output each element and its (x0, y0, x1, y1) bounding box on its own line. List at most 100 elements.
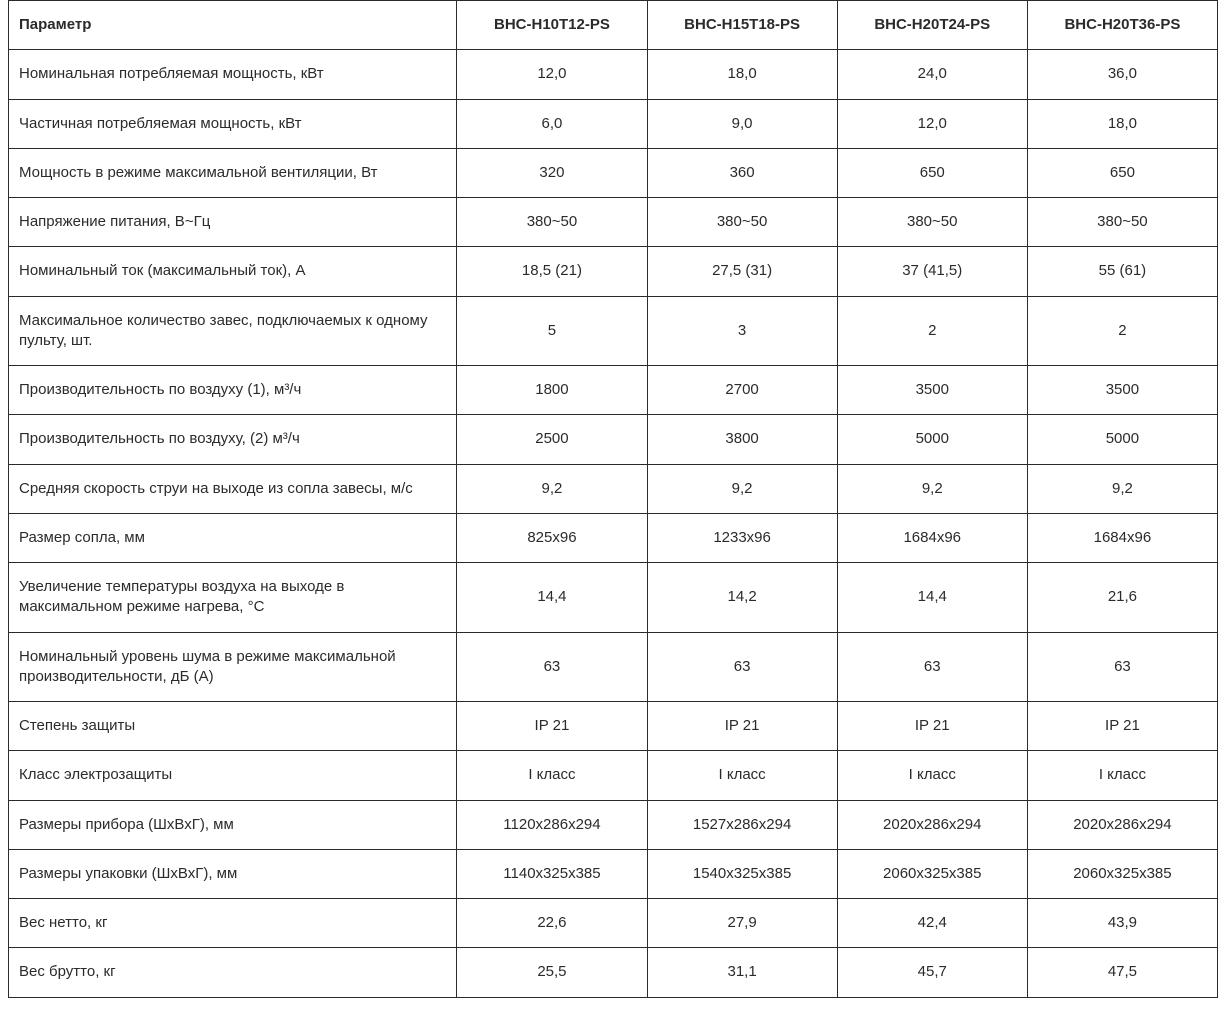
table-row: Напряжение питания, В~Гц380~50380~50380~… (9, 198, 1218, 247)
table-row: Средняя скорость струи на выходе из сопл… (9, 464, 1218, 513)
table-row: Размеры прибора (ШхВхГ), мм1120х286х2941… (9, 800, 1218, 849)
table-row: Номинальная потребляемая мощность, кВт12… (9, 50, 1218, 99)
value-cell: 320 (457, 148, 647, 197)
value-cell: 5000 (1027, 415, 1217, 464)
value-cell: 3500 (1027, 366, 1217, 415)
value-cell: 1527х286х294 (647, 800, 837, 849)
value-cell: 3800 (647, 415, 837, 464)
value-cell: 36,0 (1027, 50, 1217, 99)
table-row: Размер сопла, мм825х961233х961684х961684… (9, 513, 1218, 562)
header-model-1: BHC-H15T18-PS (647, 1, 837, 50)
param-cell: Производительность по воздуху (1), м³/ч (9, 366, 457, 415)
value-cell: 380~50 (647, 198, 837, 247)
value-cell: 3 (647, 296, 837, 366)
table-body: Номинальная потребляемая мощность, кВт 12… (9, 50, 1218, 997)
value-cell: 31,1 (647, 948, 837, 997)
value-cell: 1684х96 (837, 513, 1027, 562)
value-cell: 2020х286х294 (837, 800, 1027, 849)
table-row: Производительность по воздуху, (2) м³/ч2… (9, 415, 1218, 464)
param-cell: Степень защиты (9, 702, 457, 751)
param-cell: Увеличение температуры воздуха на выходе… (9, 563, 457, 633)
param-cell: Производительность по воздуху, (2) м³/ч (9, 415, 457, 464)
value-cell: 21,6 (1027, 563, 1217, 633)
value-cell: 1233х96 (647, 513, 837, 562)
value-cell: 5000 (837, 415, 1027, 464)
value-cell: 650 (1027, 148, 1217, 197)
table-row: Класс электрозащитыI классI классI класс… (9, 751, 1218, 800)
value-cell: 2700 (647, 366, 837, 415)
value-cell: 6,0 (457, 99, 647, 148)
value-cell: 22,6 (457, 899, 647, 948)
value-cell: 42,4 (837, 899, 1027, 948)
table-row: Частичная потребляемая мощность, кВт6,09… (9, 99, 1218, 148)
value-cell: 9,2 (457, 464, 647, 513)
value-cell: 825х96 (457, 513, 647, 562)
value-cell: 18,5 (21) (457, 247, 647, 296)
value-cell: 9,2 (837, 464, 1027, 513)
value-cell: 1120х286х294 (457, 800, 647, 849)
value-cell: 650 (837, 148, 1027, 197)
table-row: Вес брутто, кг25,531,145,747,5 (9, 948, 1218, 997)
spec-table: Параметр BHC-H10T12-PS BHC-H15T18-PS BHC… (8, 0, 1218, 998)
value-cell: 14,2 (647, 563, 837, 633)
value-cell: 25,5 (457, 948, 647, 997)
value-cell: 1800 (457, 366, 647, 415)
param-cell: Средняя скорость струи на выходе из сопл… (9, 464, 457, 513)
page: Параметр BHC-H10T12-PS BHC-H15T18-PS BHC… (0, 0, 1226, 1018)
value-cell: IP 21 (647, 702, 837, 751)
value-cell: 1140х325х385 (457, 849, 647, 898)
table-row: Мощность в режиме максимальной вентиляци… (9, 148, 1218, 197)
param-cell: Напряжение питания, В~Гц (9, 198, 457, 247)
header-model-2: BHC-H20T24-PS (837, 1, 1027, 50)
value-cell: 47,5 (1027, 948, 1217, 997)
param-cell: Вес нетто, кг (9, 899, 457, 948)
value-cell: I класс (837, 751, 1027, 800)
value-cell: 27,9 (647, 899, 837, 948)
header-model-0: BHC-H10T12-PS (457, 1, 647, 50)
value-cell: 2 (1027, 296, 1217, 366)
value-cell: 63 (647, 632, 837, 702)
value-cell: 63 (837, 632, 1027, 702)
param-cell: Номинальный ток (максимальный ток), А (9, 247, 457, 296)
value-cell: 9,2 (1027, 464, 1217, 513)
value-cell: 2500 (457, 415, 647, 464)
param-cell: Максимальное количество завес, подключае… (9, 296, 457, 366)
table-row: Номинальный ток (максимальный ток), А18,… (9, 247, 1218, 296)
value-cell: 55 (61) (1027, 247, 1217, 296)
value-cell: 45,7 (837, 948, 1027, 997)
value-cell: 9,2 (647, 464, 837, 513)
value-cell: 380~50 (457, 198, 647, 247)
value-cell: 3500 (837, 366, 1027, 415)
param-cell: Вес брутто, кг (9, 948, 457, 997)
header-model-3: BHC-H20T36-PS (1027, 1, 1217, 50)
table-row: Увеличение температуры воздуха на выходе… (9, 563, 1218, 633)
value-cell: 63 (1027, 632, 1217, 702)
value-cell: 380~50 (1027, 198, 1217, 247)
value-cell: 43,9 (1027, 899, 1217, 948)
value-cell: IP 21 (457, 702, 647, 751)
value-cell: 1684х96 (1027, 513, 1217, 562)
param-cell: Номинальная потребляемая мощность, кВт (9, 50, 457, 99)
param-cell: Размер сопла, мм (9, 513, 457, 562)
value-cell: 14,4 (457, 563, 647, 633)
value-cell: 2 (837, 296, 1027, 366)
header-param: Параметр (9, 1, 457, 50)
value-cell: 27,5 (31) (647, 247, 837, 296)
table-row: Максимальное количество завес, подключае… (9, 296, 1218, 366)
value-cell: 2020х286х294 (1027, 800, 1217, 849)
value-cell: 2060х325х385 (1027, 849, 1217, 898)
table-row: Производительность по воздуху (1), м³/ч1… (9, 366, 1218, 415)
value-cell: I класс (1027, 751, 1217, 800)
param-cell: Мощность в режиме максимальной вентиляци… (9, 148, 457, 197)
value-cell: 18,0 (1027, 99, 1217, 148)
value-cell: 380~50 (837, 198, 1027, 247)
param-cell: Класс электрозащиты (9, 751, 457, 800)
value-cell: IP 21 (837, 702, 1027, 751)
value-cell: IP 21 (1027, 702, 1217, 751)
value-cell: 9,0 (647, 99, 837, 148)
value-cell: 2060х325х385 (837, 849, 1027, 898)
header-row: Параметр BHC-H10T12-PS BHC-H15T18-PS BHC… (9, 1, 1218, 50)
table-row: Номинальный уровень шума в режиме максим… (9, 632, 1218, 702)
param-cell: Размеры прибора (ШхВхГ), мм (9, 800, 457, 849)
value-cell: 12,0 (837, 99, 1027, 148)
